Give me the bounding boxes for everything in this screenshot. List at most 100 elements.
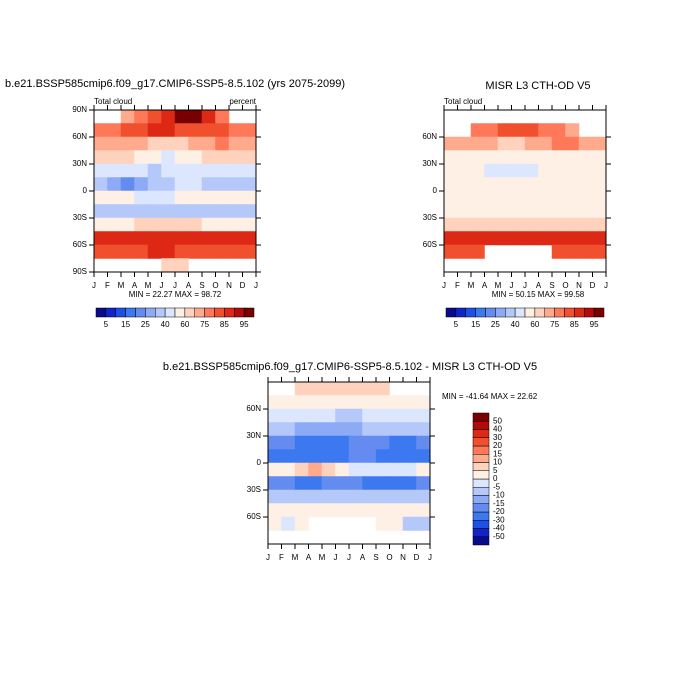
contour-cell xyxy=(416,462,431,477)
contour-cell xyxy=(578,163,593,178)
x-tick-label: J xyxy=(428,553,432,562)
contour-cell xyxy=(93,177,108,192)
contour-cell xyxy=(511,177,526,192)
contour-cell xyxy=(308,449,323,464)
y-tick-label: 0 xyxy=(83,186,88,195)
contour-cell xyxy=(161,190,176,205)
contour-cell xyxy=(335,462,350,477)
contour-cell xyxy=(134,244,149,259)
contour-cell xyxy=(484,204,499,219)
colorbar-label: 85 xyxy=(220,320,229,329)
contour-cell xyxy=(443,231,458,246)
contour-cell xyxy=(215,163,230,178)
contour-cell xyxy=(107,177,122,192)
colorbar-box xyxy=(194,307,205,318)
contour-cell xyxy=(161,244,176,259)
contour-cell xyxy=(267,503,282,518)
contour-cell xyxy=(308,422,323,437)
contour-cell xyxy=(375,476,390,491)
contour-cell xyxy=(402,516,417,531)
contour-cell xyxy=(362,381,377,396)
contour-cell xyxy=(402,462,417,477)
contour-cell xyxy=(294,476,309,491)
contour-cell xyxy=(497,123,512,138)
contour-cell xyxy=(134,136,149,151)
contour-cell xyxy=(578,136,593,151)
contour-cell xyxy=(215,231,230,246)
contour-cell xyxy=(147,217,162,232)
contour-cell xyxy=(267,395,282,410)
contour-cell xyxy=(242,163,257,178)
colorbar-box xyxy=(164,307,176,318)
contour-cell xyxy=(147,204,162,219)
contour-cell xyxy=(281,462,296,477)
contour-cell xyxy=(375,489,390,504)
contour-cell xyxy=(161,231,176,246)
contour-cell xyxy=(228,177,243,192)
contour-cell xyxy=(308,435,323,450)
contour-cell xyxy=(538,217,553,232)
x-tick-label: D xyxy=(240,281,246,290)
contour-cell xyxy=(107,163,122,178)
contour-cell xyxy=(161,258,176,273)
contour-cell xyxy=(93,163,108,178)
colorbar-box xyxy=(593,307,605,318)
colorbar-box xyxy=(204,307,215,318)
contour-cell xyxy=(188,190,203,205)
x-tick-label: D xyxy=(590,281,596,290)
contour-cell xyxy=(538,231,553,246)
contour-cell xyxy=(161,163,176,178)
contour-cell xyxy=(242,123,257,138)
colorbar-box xyxy=(574,307,585,318)
contour-cell xyxy=(416,408,431,423)
contour-cell xyxy=(402,395,417,410)
contour-cell xyxy=(267,476,282,491)
min-max-stats: MIN = 50.15 MAX = 99.58 xyxy=(492,290,585,299)
contour-cell xyxy=(201,190,216,205)
contour-cell xyxy=(524,150,539,165)
contour-cell xyxy=(497,150,512,165)
contour-cell xyxy=(497,190,512,205)
contour-cell xyxy=(228,217,243,232)
contour-cell xyxy=(215,190,230,205)
contour-cell xyxy=(267,422,282,437)
contour-cell xyxy=(538,136,553,151)
colorbar-label: 5 xyxy=(104,320,109,329)
contour-cell xyxy=(511,123,526,138)
contour-cell xyxy=(174,190,189,205)
colorbar-label: 75 xyxy=(200,320,209,329)
contour-cell xyxy=(402,476,417,491)
colorbar-label: 10 xyxy=(493,458,502,467)
y-tick-label: 60S xyxy=(247,512,261,521)
x-tick-label: N xyxy=(576,281,582,290)
contour-cell xyxy=(201,217,216,232)
x-tick-label: D xyxy=(414,553,420,562)
contour-cell xyxy=(242,136,257,151)
colorbar-box xyxy=(505,307,516,318)
contour-cell xyxy=(188,123,203,138)
colorbar-box xyxy=(472,445,490,455)
y-tick-label: 0 xyxy=(257,458,262,467)
contour-cell xyxy=(335,489,350,504)
contour-cell xyxy=(497,177,512,192)
y-tick-label: 30S xyxy=(423,213,437,222)
contour-cell xyxy=(348,476,363,491)
contour-cell xyxy=(457,177,472,192)
contour-cell xyxy=(443,163,458,178)
colorbar-box xyxy=(472,528,490,537)
contour-cell xyxy=(511,217,526,232)
contour-cell xyxy=(389,449,404,464)
colorbar-label: 15 xyxy=(121,320,130,329)
x-tick-label: N xyxy=(226,281,232,290)
colorbar-label: 15 xyxy=(493,449,502,458)
contour-cell xyxy=(215,204,230,219)
contour-cell xyxy=(294,435,309,450)
colorbar-label: 15 xyxy=(471,320,480,329)
contour-cell xyxy=(120,123,135,138)
contour-cell xyxy=(242,217,257,232)
contour-cell xyxy=(174,217,189,232)
colorbar-label: 25 xyxy=(491,320,500,329)
contour-cell xyxy=(402,435,417,450)
contour-cell xyxy=(443,204,458,219)
contour-cell xyxy=(281,503,296,518)
